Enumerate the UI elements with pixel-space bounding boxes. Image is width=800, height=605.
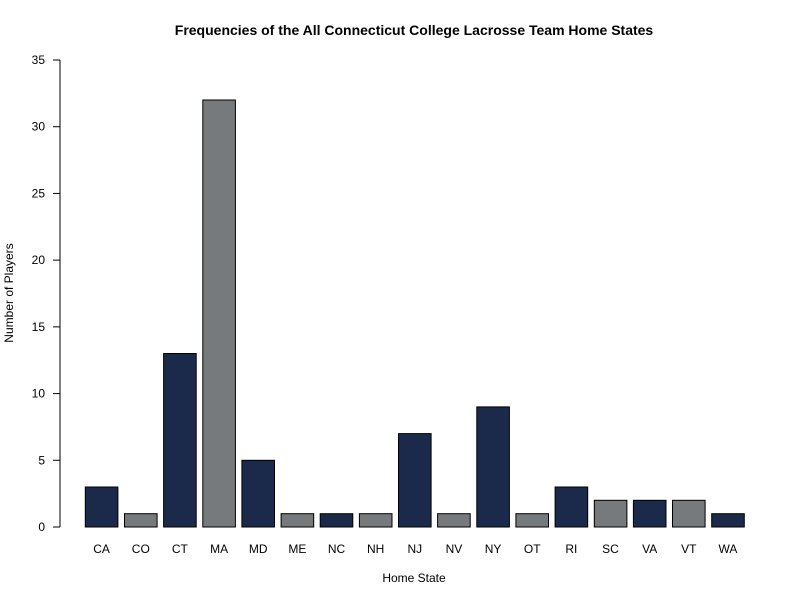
y-tick-label: 25 xyxy=(32,186,46,200)
x-tick-label: NC xyxy=(328,542,346,556)
x-tick-label: CA xyxy=(93,542,110,556)
y-tick-label: 20 xyxy=(32,253,46,267)
bar-sc xyxy=(593,499,628,528)
x-tick-labels: CA CO CT MA MD ME NC NH NJ NV NY OT RI SC VA VT WA xyxy=(93,542,737,556)
x-tick-label: NY xyxy=(485,542,502,556)
y-tick-label: 10 xyxy=(32,387,46,401)
x-tick-label: SC xyxy=(602,542,619,556)
y-tick-label: 15 xyxy=(32,320,46,334)
y-axis: 0 5 10 15 20 25 30 35 xyxy=(32,53,61,534)
bar-ri xyxy=(554,486,589,528)
bar-ct xyxy=(163,353,197,528)
x-tick-label: VT xyxy=(681,542,697,556)
y-tick-label: 0 xyxy=(38,520,45,534)
x-tick-label: WA xyxy=(719,542,738,556)
x-tick-label: RI xyxy=(565,542,577,556)
x-tick-label: ME xyxy=(288,542,306,556)
y-tick-label: 30 xyxy=(32,120,46,134)
y-tick-label: 5 xyxy=(38,453,45,467)
x-tick-label: NJ xyxy=(407,542,422,556)
bar-nc xyxy=(319,513,354,528)
x-tick-label: OT xyxy=(524,542,541,556)
bars-group xyxy=(84,99,745,528)
x-tick-label: NH xyxy=(367,542,384,556)
bar-wa xyxy=(711,513,745,528)
chart-title: Frequencies of the All Connecticut Colle… xyxy=(175,22,654,38)
x-tick-label: VA xyxy=(642,542,657,556)
y-axis-title: Number of Players xyxy=(2,243,16,342)
bar-md xyxy=(241,459,275,528)
bar-vt xyxy=(672,499,706,528)
y-tick-label: 35 xyxy=(32,53,46,67)
x-tick-label: CO xyxy=(132,542,150,556)
bar-ot xyxy=(515,513,550,528)
bar-nh xyxy=(358,513,393,528)
x-tick-label: CT xyxy=(172,542,189,556)
bar-co xyxy=(124,513,158,528)
bar-va xyxy=(632,499,667,528)
x-tick-label: MD xyxy=(249,542,268,556)
x-tick-label: MA xyxy=(210,542,228,556)
bar-me xyxy=(280,513,315,528)
bar-ny xyxy=(476,406,510,528)
bar-ma xyxy=(202,99,236,528)
bar-nv xyxy=(437,513,471,528)
bar-nj xyxy=(398,433,432,528)
x-tick-label: NV xyxy=(446,542,463,556)
bar-ca xyxy=(84,486,119,528)
x-axis-title: Home State xyxy=(382,571,446,585)
